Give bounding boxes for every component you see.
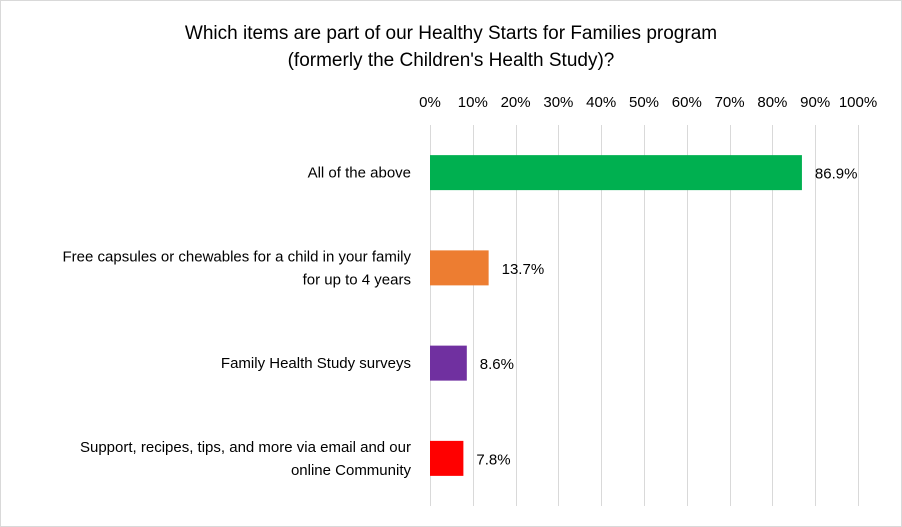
x-tick-label: 90%	[800, 94, 830, 111]
category-label: Support, recipes, tips, and more via ema…	[80, 439, 411, 456]
x-tick-label: 40%	[586, 94, 616, 111]
data-label: 7.8%	[476, 451, 510, 468]
bar	[430, 155, 802, 191]
category-label: for up to 4 years	[303, 271, 411, 288]
chart-title-line: Which items are part of our Healthy Star…	[185, 23, 717, 44]
x-tick-label: 80%	[757, 94, 787, 111]
bar	[430, 250, 489, 286]
x-tick-label: 100%	[839, 94, 877, 111]
bar	[430, 440, 464, 476]
data-label: 8.6%	[480, 356, 514, 373]
category-label: online Community	[291, 462, 412, 479]
x-tick-label: 60%	[672, 94, 702, 111]
chart-title-line: (formerly the Children's Health Study)?	[288, 50, 615, 71]
x-axis-tick-labels: 0% 10% 20% 30% 40% 50% 60% 70% 80% 90% 100%	[419, 94, 877, 111]
data-label: 86.9%	[815, 166, 858, 183]
category-label: Family Health Study surveys	[221, 355, 411, 372]
x-tick-label: 70%	[715, 94, 745, 111]
x-tick-label: 10%	[458, 94, 488, 111]
category-label: All of the above	[308, 165, 411, 182]
category-label: Free capsules or chewables for a child i…	[63, 248, 412, 265]
x-tick-label: 30%	[543, 94, 573, 111]
x-tick-label: 50%	[629, 94, 659, 111]
category-labels: All of the above Free capsules or chewabl…	[63, 165, 412, 479]
x-tick-label: 0%	[419, 94, 441, 111]
bar	[430, 345, 467, 381]
chart-title: Which items are part of our Healthy Star…	[185, 23, 717, 71]
x-tick-label: 20%	[501, 94, 531, 111]
data-labels: 86.9% 13.7% 8.6% 7.8%	[476, 166, 857, 469]
bars	[430, 155, 802, 476]
data-label: 13.7%	[502, 261, 545, 278]
